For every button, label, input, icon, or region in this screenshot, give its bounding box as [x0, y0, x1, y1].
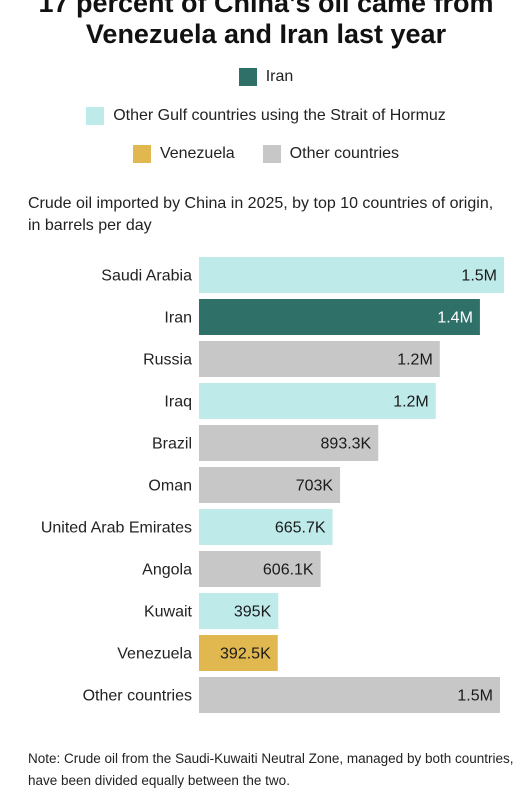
- value-label-oman: 703K: [296, 478, 334, 495]
- bar-iraq: [199, 383, 436, 419]
- chart-note: Note: Crude oil from the Saudi-Kuwaiti N…: [28, 751, 514, 788]
- category-label-russia: Russia: [143, 352, 192, 369]
- category-label-iraq: Iraq: [164, 394, 192, 411]
- bar-angola: [199, 551, 321, 587]
- legend-swatch-gulf: [86, 107, 105, 125]
- bar-united-arab-emirates: [199, 509, 333, 545]
- chart-title-line-2: Venezuela and Iran last year: [85, 19, 447, 49]
- legend-label-other: Other countries: [289, 145, 400, 162]
- legend-item-gulf: Other Gulf countries using the Strait of…: [86, 107, 446, 125]
- legend-label-gulf: Other Gulf countries using the Strait of…: [113, 107, 446, 124]
- bar-other-countries: [199, 677, 500, 713]
- bar-iran: [199, 299, 480, 335]
- value-label-kuwait: 395K: [234, 604, 272, 621]
- category-label-united-arab-emirates: United Arab Emirates: [41, 520, 192, 537]
- value-label-venezuela: 392.5K: [220, 646, 271, 663]
- value-label-saudi-arabia: 1.5M: [461, 268, 497, 285]
- category-label-iran: Iran: [164, 310, 192, 327]
- bar-chart: Saudi Arabia 1.5M Iran 1.4M Russia 1.2M Iraq 1.…: [41, 257, 504, 713]
- value-label-united-arab-emirates: 665.7K: [275, 520, 326, 537]
- value-label-russia: 1.2M: [397, 352, 433, 369]
- value-label-brazil: 893.3K: [321, 436, 372, 453]
- legend-swatch-iran: [238, 68, 257, 86]
- value-label-other-countries: 1.5M: [457, 688, 493, 705]
- bar-venezuela: [199, 635, 278, 671]
- value-label-iran: 1.4M: [437, 310, 473, 327]
- value-label-iraq: 1.2M: [393, 394, 429, 411]
- bar-oman: [199, 467, 341, 503]
- legend-item-venezuela: Venezuela: [132, 145, 235, 163]
- legend-row-2: Other Gulf countries using the Strait of…: [0, 107, 532, 125]
- bar-russia: [199, 341, 440, 377]
- chart-title: 17 percent of China’s oil came from Vene…: [0, 0, 532, 50]
- bar-saudi-arabia: [199, 257, 504, 293]
- legend-label-iran: Iran: [265, 68, 294, 85]
- value-label-angola: 606.1K: [263, 562, 314, 579]
- legend-swatch-other: [262, 145, 281, 163]
- legend-item-other: Other countries: [262, 145, 400, 163]
- bar-brazil: [199, 425, 379, 461]
- category-label-oman: Oman: [148, 478, 192, 495]
- legend-swatch-venezuela: [132, 145, 151, 163]
- category-label-other-countries: Other countries: [83, 688, 192, 705]
- category-label-saudi-arabia: Saudi Arabia: [101, 268, 192, 285]
- chart-title-line-1: 17 percent of China’s oil came from: [38, 0, 494, 18]
- bar-kuwait: [199, 593, 279, 629]
- category-label-angola: Angola: [142, 562, 192, 579]
- legend-label-venezuela: Venezuela: [159, 145, 235, 162]
- category-label-brazil: Brazil: [152, 436, 192, 453]
- category-label-venezuela: Venezuela: [117, 646, 192, 663]
- legend-row-1: Iran: [0, 68, 532, 86]
- legend-row-3: Venezuela Other countries: [0, 145, 532, 163]
- legend-item-iran: Iran: [238, 68, 294, 86]
- category-label-kuwait: Kuwait: [144, 604, 193, 621]
- chart-subtitle: Crude oil imported by China in 2025, by …: [28, 195, 494, 234]
